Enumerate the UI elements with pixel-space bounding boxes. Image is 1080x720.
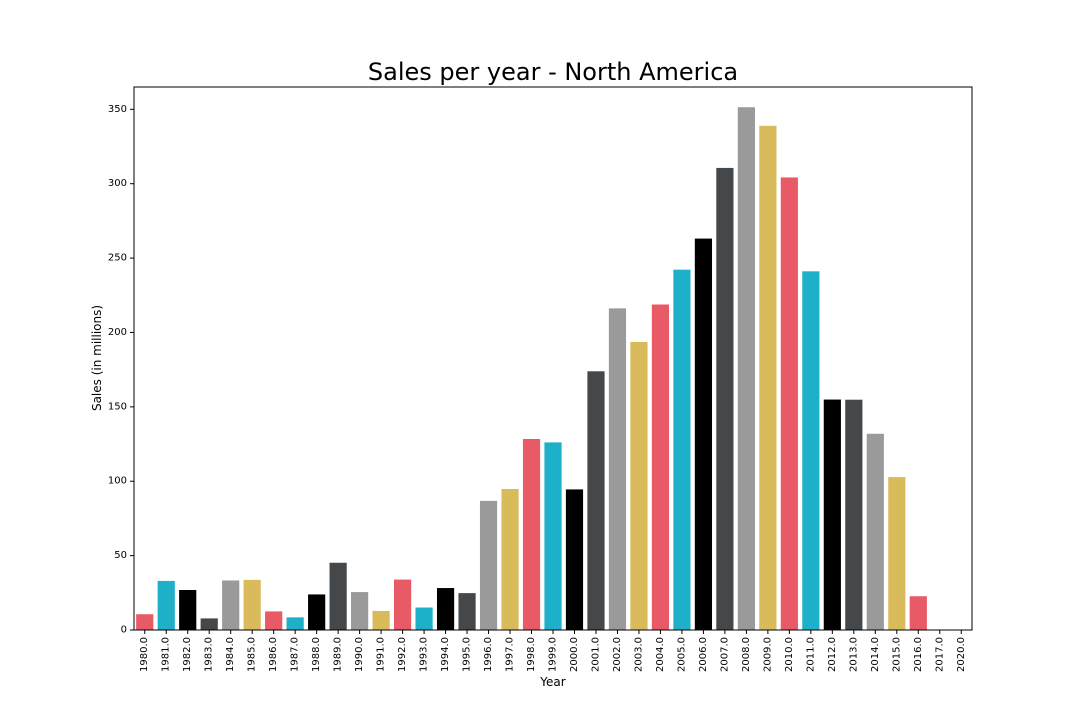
x-tick-label: 2011.0	[805, 637, 816, 672]
x-tick-label: 1989.0	[333, 637, 344, 672]
bars-group	[136, 107, 970, 631]
bar-2004.0	[651, 304, 670, 630]
bar-1995.0	[458, 593, 476, 630]
y-tick-label: 200	[108, 327, 127, 338]
x-tick-label: 2004.0	[655, 637, 666, 672]
x-tick-label: 2002.0	[612, 637, 623, 672]
bar-1984.0	[222, 580, 240, 630]
x-tick-label: 1985.0	[247, 637, 258, 672]
bar-1986.0	[265, 611, 283, 630]
x-tick-label: 2009.0	[762, 637, 773, 672]
bar-1993.0	[415, 607, 433, 630]
bar-1980.0	[136, 614, 154, 630]
x-tick-label: 2014.0	[870, 637, 881, 672]
bar-1991.0	[372, 610, 390, 630]
bar-2003.0	[630, 341, 648, 630]
x-tick-label: 2016.0	[913, 637, 924, 672]
bar-1988.0	[308, 594, 326, 630]
bar-1998.0	[522, 438, 541, 630]
x-tick-label: 1992.0	[397, 637, 408, 672]
x-tick-label: 1982.0	[182, 637, 193, 672]
bar-2005.0	[673, 269, 691, 630]
x-tick-label: 1993.0	[419, 637, 430, 672]
x-tick-label: 1986.0	[268, 637, 279, 672]
bar-1999.0	[544, 442, 562, 630]
bar-2014.0	[866, 433, 884, 630]
x-tick-label: 1991.0	[376, 637, 387, 672]
x-tick-label: 2010.0	[784, 637, 795, 672]
bar-2010.0	[780, 177, 798, 630]
x-tick-label: 1994.0	[440, 637, 451, 672]
x-tick-label: 2020.0	[956, 637, 967, 672]
x-tick-label: 2005.0	[676, 637, 687, 672]
y-tick-label: 100	[108, 476, 127, 487]
bar-2015.0	[888, 477, 906, 630]
x-tick-label: 1998.0	[526, 637, 537, 672]
bar-2011.0	[802, 271, 820, 630]
x-tick-label: 2012.0	[827, 637, 838, 672]
y-axis-ticks: 0 50 100 150 200 250 300 350	[108, 104, 134, 636]
bar-1989.0	[329, 562, 347, 630]
chart-title: Sales per year - North America	[368, 58, 738, 86]
x-tick-label: 1997.0	[505, 637, 516, 672]
bar-1982.0	[179, 589, 197, 630]
bar-2006.0	[694, 238, 713, 630]
y-axis-label: Sales (in millions)	[90, 305, 104, 411]
x-tick-label: 1981.0	[161, 637, 172, 672]
x-tick-label: 2007.0	[719, 637, 730, 672]
x-tick-label: 1990.0	[354, 637, 365, 672]
bar-1987.0	[286, 617, 304, 630]
x-tick-label: 1983.0	[204, 637, 215, 672]
x-tick-label: 2015.0	[891, 637, 902, 672]
y-tick-label: 300	[108, 178, 127, 189]
bar-1985.0	[243, 579, 261, 630]
bar-2002.0	[608, 308, 627, 630]
y-tick-label: 0	[121, 625, 127, 636]
x-tick-label: 2001.0	[590, 637, 601, 672]
x-tick-label: 2013.0	[848, 637, 859, 672]
x-tick-label: 2008.0	[741, 637, 752, 672]
x-tick-label: 2017.0	[934, 637, 945, 672]
x-tick-label: 1995.0	[462, 637, 473, 672]
bar-1983.0	[200, 618, 218, 630]
x-tick-label: 1987.0	[290, 637, 301, 672]
bar-1981.0	[157, 580, 175, 630]
bar-1996.0	[479, 500, 498, 630]
y-tick-label: 350	[108, 104, 127, 115]
bar-2012.0	[823, 399, 841, 630]
x-tick-label: 2003.0	[633, 637, 644, 672]
x-tick-label: 1988.0	[311, 637, 322, 672]
x-tick-label: 2006.0	[698, 637, 709, 672]
bar-2007.0	[716, 167, 734, 630]
x-axis-ticks: 1980.0 1981.0 1982.0 1983.0 1984.0 1985.0 1986…	[139, 630, 967, 672]
x-tick-label: 1984.0	[225, 637, 236, 672]
bar-1997.0	[501, 488, 519, 630]
x-axis-label: Year	[539, 675, 565, 689]
bar-2008.0	[737, 107, 755, 631]
bar-2016.0	[909, 596, 927, 630]
x-tick-label: 1980.0	[139, 637, 150, 672]
x-tick-label: 2000.0	[569, 637, 580, 672]
y-tick-label: 50	[114, 550, 127, 561]
y-tick-label: 150	[108, 401, 127, 412]
bar-2013.0	[845, 399, 863, 630]
bar-1992.0	[393, 579, 412, 630]
y-tick-label: 250	[108, 253, 127, 264]
bar-2000.0	[565, 489, 584, 630]
bar-2001.0	[587, 371, 605, 630]
x-tick-label: 1999.0	[548, 637, 559, 672]
bar-1994.0	[436, 588, 455, 630]
bar-1990.0	[351, 592, 369, 630]
x-tick-label: 1996.0	[483, 637, 494, 672]
plot-area-frame	[133, 86, 973, 631]
bar-2009.0	[759, 125, 777, 630]
